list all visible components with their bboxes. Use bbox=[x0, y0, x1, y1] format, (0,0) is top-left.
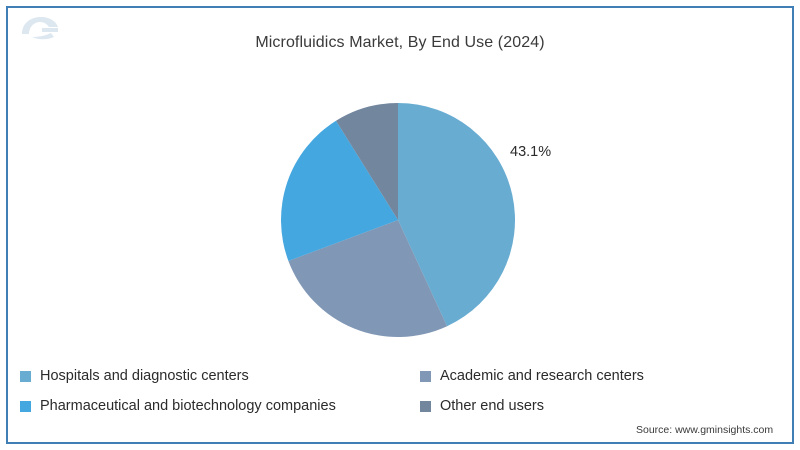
legend-swatch-academic bbox=[420, 370, 431, 382]
slice-percentage-label: 43.1% bbox=[510, 144, 552, 160]
pie-slice[interactable] bbox=[398, 103, 516, 327]
pie-slice[interactable] bbox=[281, 120, 398, 261]
pie-slice[interactable] bbox=[288, 220, 448, 338]
legend-row: Pharmaceutical and biotechnology compani… bbox=[20, 398, 780, 414]
source-attribution: Source: www.gminsights.com bbox=[636, 424, 774, 436]
legend-item-other[interactable]: Other end users bbox=[420, 398, 760, 414]
legend-label-hospitals: Hospitals and diagnostic centers bbox=[40, 368, 249, 384]
legend-swatch-hospitals bbox=[20, 370, 31, 382]
chart-legend: Hospitals and diagnostic centers Academi… bbox=[20, 368, 780, 428]
chart-title: Microfluidics Market, By End Use (2024) bbox=[255, 34, 545, 51]
pie-slice[interactable] bbox=[336, 103, 398, 220]
legend-item-hospitals[interactable]: Hospitals and diagnostic centers bbox=[20, 368, 420, 384]
pie-svg bbox=[281, 103, 516, 338]
legend-item-academic[interactable]: Academic and research centers bbox=[420, 368, 760, 384]
figure-border-bottom bbox=[6, 442, 794, 444]
figure-border-top bbox=[6, 6, 794, 8]
legend-label-pharmaceutical: Pharmaceutical and biotechnology compani… bbox=[40, 398, 336, 414]
legend-item-pharmaceutical[interactable]: Pharmaceutical and biotechnology compani… bbox=[20, 398, 420, 414]
pie-chart bbox=[280, 102, 516, 338]
legend-row: Hospitals and diagnostic centers Academi… bbox=[20, 368, 780, 384]
legend-swatch-pharmaceutical bbox=[20, 400, 31, 412]
legend-swatch-other bbox=[420, 400, 431, 412]
legend-label-academic: Academic and research centers bbox=[440, 368, 644, 384]
legend-label-other: Other end users bbox=[440, 398, 544, 414]
figure-border-left bbox=[6, 6, 8, 444]
figure-border-right bbox=[792, 6, 794, 444]
